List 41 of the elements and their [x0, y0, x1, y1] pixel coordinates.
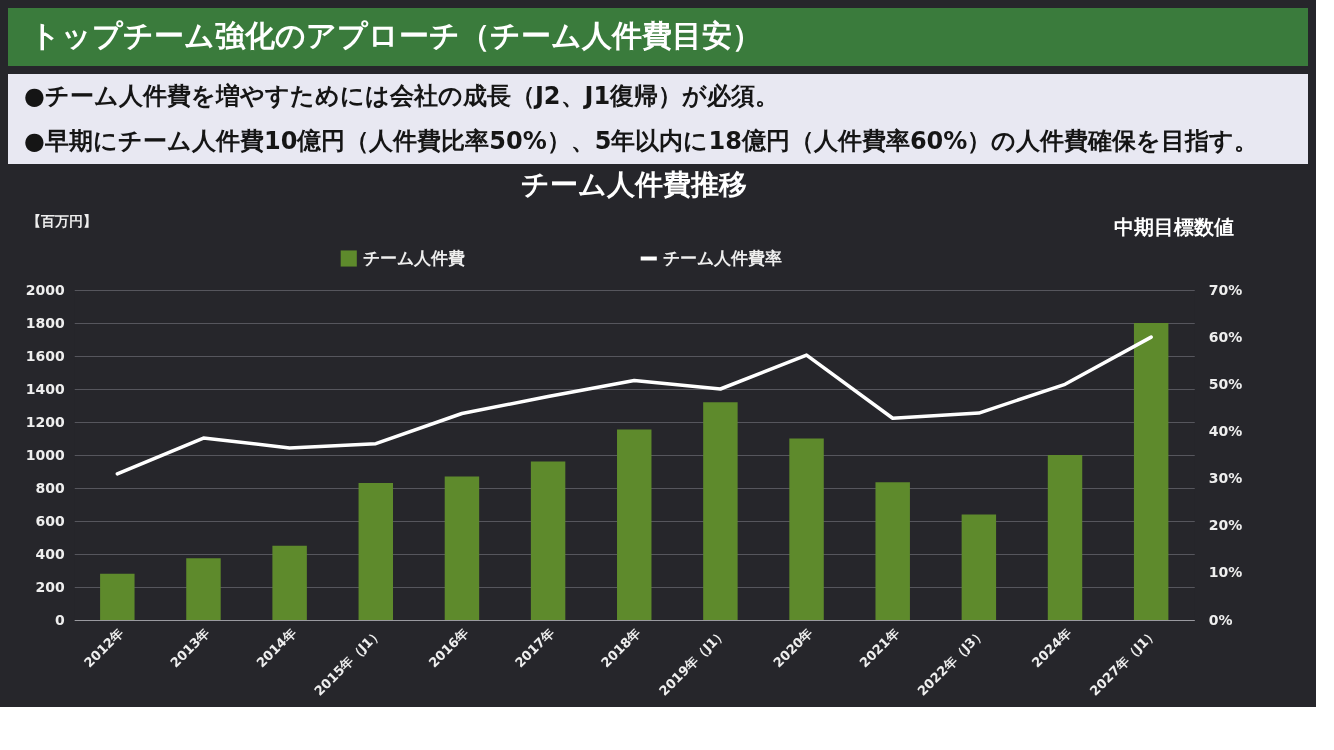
- legend-label: チーム人件費: [363, 247, 466, 268]
- text: ●早期にチーム人件費10億円（人件費比率50%）、5年以内に18億円（人件費率60%）の人件費確保を目指す。: [24, 126, 1259, 155]
- bar: [961, 514, 997, 620]
- bar: [617, 429, 652, 620]
- y2-tick-label: 50%: [1208, 375, 1243, 392]
- bar: [272, 545, 307, 620]
- y2-tick-label: 20%: [1208, 517, 1243, 534]
- chart-subtitle: チーム人件費推移: [521, 168, 748, 201]
- y-tick-label: 200: [35, 578, 65, 595]
- y2-tick-label: 30%: [1208, 470, 1243, 487]
- y-tick-label: 1200: [25, 413, 65, 430]
- y2-tick-label: 40%: [1208, 422, 1243, 439]
- bar: [100, 573, 135, 620]
- y2-tick-label: 70%: [1208, 281, 1243, 298]
- y-axis-title: 【百万円】: [26, 212, 97, 229]
- y-tick-label: 1600: [25, 347, 65, 364]
- chart-title: トップチーム強化のアプローチ（チーム人件費目安）: [30, 18, 762, 53]
- y-tick-label: 2000: [25, 281, 65, 298]
- bar: [875, 482, 910, 620]
- bar: [186, 558, 221, 620]
- y-tick-label: 400: [35, 545, 65, 562]
- y-tick-label: 800: [35, 479, 65, 496]
- bar: [530, 461, 566, 620]
- y-tick-label: 1000: [25, 446, 65, 463]
- legend-label: チーム人件費率: [663, 247, 783, 268]
- bar: [444, 476, 480, 620]
- y2-tick-label: 60%: [1208, 328, 1243, 345]
- y2-tick-label: 0%: [1208, 611, 1233, 628]
- y-tick-label: 600: [35, 512, 65, 529]
- bar: [789, 438, 824, 620]
- bar: [703, 402, 738, 620]
- text: ●チーム人件費を増やすためには会社の成長（J2、J1復帰）が必須。: [24, 81, 780, 110]
- bar: [1133, 323, 1169, 620]
- bar: [1047, 455, 1083, 620]
- y-tick-label: 1800: [25, 314, 65, 331]
- y-tick-label: 0: [55, 611, 65, 628]
- bar: [358, 483, 394, 620]
- text: 中期目標数値: [1114, 215, 1235, 239]
- line-series: [115, 335, 1153, 476]
- y2-tick-label: 10%: [1208, 564, 1243, 581]
- y-tick-label: 1400: [25, 380, 65, 397]
